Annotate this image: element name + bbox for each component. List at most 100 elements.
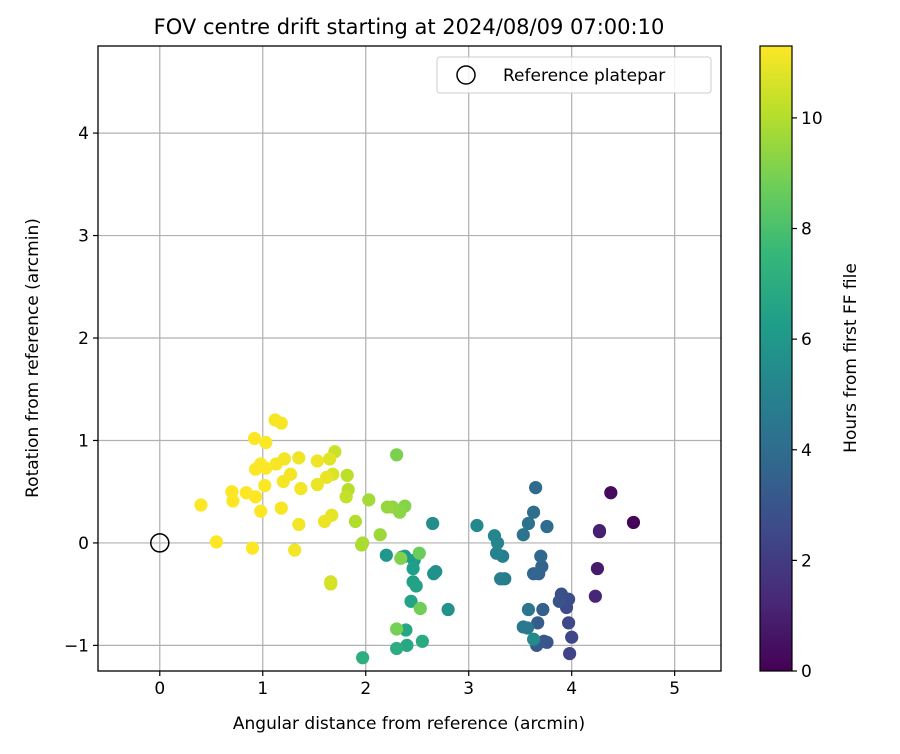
colorbar-label: Hours from first FF file — [841, 263, 861, 453]
data-point — [415, 634, 429, 648]
chart-title: FOV centre drift starting at 2024/08/09 … — [154, 15, 665, 39]
data-point — [494, 572, 508, 586]
x-tick-label: 2 — [360, 679, 371, 699]
data-point — [323, 452, 337, 466]
data-point — [292, 517, 306, 532]
colorbar-tick-label: 10 — [801, 109, 823, 129]
data-point — [258, 478, 272, 493]
data-point — [592, 524, 607, 538]
data-point — [317, 514, 332, 529]
data-point — [310, 454, 324, 468]
data-point — [245, 541, 260, 555]
data-point — [254, 504, 268, 518]
colorbar-gradient — [759, 45, 793, 672]
colorbar-tick-label: 4 — [801, 441, 812, 461]
data-point — [320, 470, 334, 484]
legend: Reference platepar — [436, 56, 712, 94]
y-tick-label: 4 — [78, 124, 89, 144]
data-point — [268, 413, 282, 427]
data-point — [409, 579, 423, 593]
data-point — [194, 498, 208, 512]
data-point — [427, 567, 441, 581]
x-tick-label: 3 — [463, 679, 474, 699]
colorbar-ticks: 0 2 4 6 8 10 — [792, 109, 823, 682]
y-tick-label: 0 — [78, 534, 89, 554]
colorbar: 0 2 4 6 8 10 Hours from first FF file — [759, 45, 861, 682]
colorbar-tick-label: 2 — [801, 551, 812, 571]
data-point — [487, 529, 502, 543]
colorbar-tick-label: 6 — [801, 330, 812, 350]
data-point — [274, 501, 288, 515]
data-point — [247, 431, 262, 446]
plot-frame — [97, 45, 722, 672]
data-point — [526, 567, 541, 581]
data-point — [540, 519, 554, 534]
data-point — [340, 468, 354, 482]
y-tick-label: 3 — [78, 227, 89, 247]
x-tick-label: 1 — [257, 679, 268, 699]
data-point — [604, 486, 618, 500]
data-point — [413, 601, 427, 616]
y-axis-label: Rotation from reference (arcmin) — [23, 218, 43, 498]
y-tick-label: −1 — [64, 636, 89, 656]
data-point — [373, 528, 387, 542]
y-tick-label: 2 — [78, 329, 89, 349]
y-tick-label: 1 — [78, 431, 89, 451]
data-point — [209, 535, 224, 549]
data-point — [536, 602, 550, 617]
grid-lines — [98, 46, 721, 671]
data-point — [380, 500, 394, 514]
colorbar-tick-label: 8 — [801, 220, 812, 240]
data-point — [521, 602, 536, 617]
legend-reference-marker — [456, 65, 476, 85]
legend-reference-label: Reference platepar — [503, 66, 665, 86]
data-point — [534, 549, 548, 563]
data-point — [590, 561, 605, 576]
data-point — [565, 630, 579, 644]
data-point — [356, 651, 370, 665]
data-point — [276, 474, 290, 489]
data-point — [563, 646, 577, 661]
data-point — [516, 528, 530, 542]
data-point — [239, 486, 253, 500]
data-point — [626, 515, 641, 530]
data-point — [379, 548, 393, 562]
data-point — [521, 516, 536, 531]
colorbar-tick-label: 0 — [801, 662, 812, 682]
data-point — [390, 641, 404, 656]
axis-ticks: 0 1 2 3 4 5 −1 0 1 2 3 4 — [64, 124, 680, 699]
data-point — [520, 621, 535, 635]
data-point — [355, 538, 369, 552]
data-point — [294, 482, 308, 496]
data-point — [561, 616, 576, 630]
legend-box — [436, 56, 712, 94]
data-point — [406, 561, 420, 576]
data-point — [288, 543, 302, 557]
data-point — [269, 457, 283, 471]
x-tick-label: 0 — [154, 679, 165, 699]
reference-platepar-marker — [150, 533, 170, 553]
data-point — [588, 589, 602, 603]
data-point — [339, 490, 353, 504]
data-point — [526, 505, 541, 519]
data-point — [526, 632, 541, 646]
data-points — [194, 413, 641, 665]
data-point — [412, 546, 426, 560]
data-point — [248, 462, 263, 476]
x-tick-label: 5 — [669, 679, 680, 699]
x-axis-label: Angular distance from reference (arcmin) — [233, 714, 585, 734]
data-point — [259, 435, 273, 450]
data-point — [400, 638, 414, 652]
data-point — [529, 480, 543, 495]
data-point — [324, 577, 338, 591]
data-point — [441, 602, 455, 617]
data-point — [470, 518, 484, 533]
data-point — [426, 516, 440, 531]
data-point — [489, 546, 504, 560]
data-point — [390, 622, 404, 636]
data-point — [292, 451, 306, 465]
x-tick-label: 4 — [566, 679, 577, 699]
data-point — [310, 477, 324, 492]
